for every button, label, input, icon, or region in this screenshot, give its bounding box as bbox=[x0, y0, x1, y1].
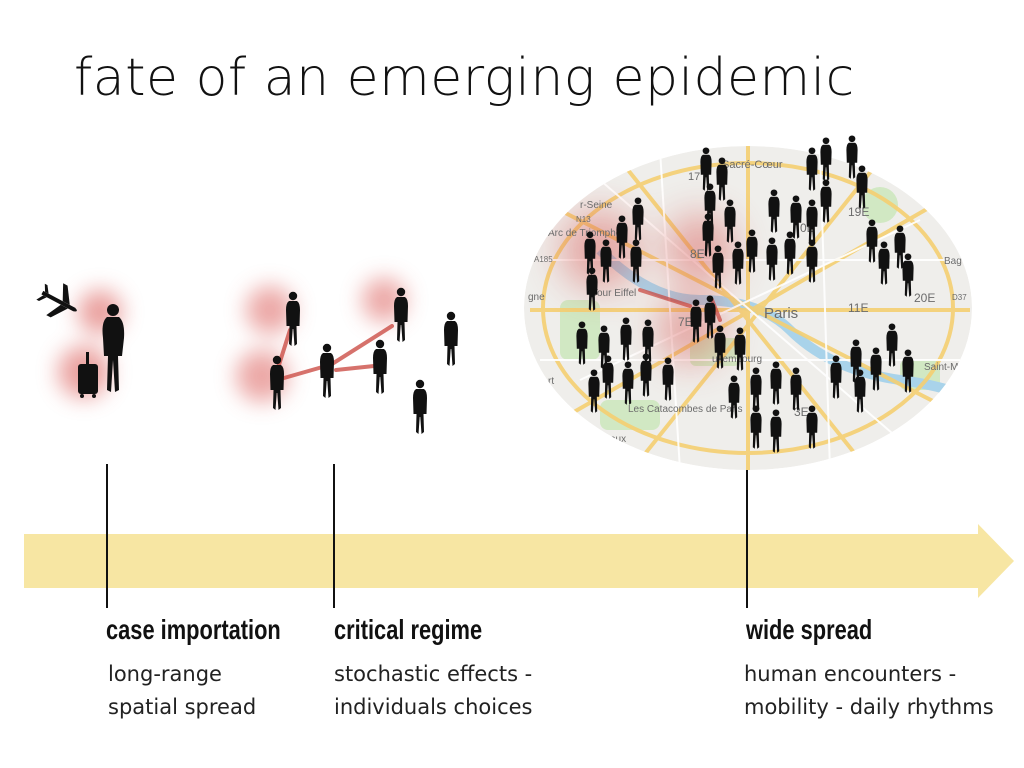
map-label: 3E bbox=[794, 405, 809, 419]
map-label: aux bbox=[610, 434, 626, 445]
map-label: N13 bbox=[576, 215, 591, 224]
map-label: rt bbox=[548, 376, 554, 387]
critical-regime-illustration bbox=[236, 278, 458, 434]
map-label-city: Paris bbox=[764, 305, 798, 322]
stage-description-wide-spread: human encounters - mobility - daily rhyt… bbox=[744, 658, 994, 724]
stage-description-line: individuals choices bbox=[334, 695, 533, 719]
map-label: D37 bbox=[952, 293, 967, 302]
map-label: Les Catacombes de Paris bbox=[628, 404, 743, 415]
slide-title: fate of an emerging epidemic bbox=[74, 48, 855, 108]
case-importation-illustration bbox=[36, 283, 125, 398]
map-label: A185 bbox=[534, 255, 553, 264]
map-label: Bag bbox=[944, 256, 962, 267]
map-label: gne bbox=[528, 292, 545, 303]
map-label: r-Seine bbox=[580, 200, 613, 211]
stage-description-line: human encounters - bbox=[744, 662, 957, 686]
map-label: 19E bbox=[848, 205, 869, 219]
map-label: 11E bbox=[848, 301, 868, 315]
map-label: Sacré-Cœur bbox=[722, 159, 783, 171]
map-label: Tour Eiffel bbox=[592, 288, 636, 299]
stage-description-line: mobility - daily rhythms bbox=[744, 695, 994, 719]
stage-description-critical-regime: stochastic effects - individuals choices bbox=[334, 658, 532, 724]
traveler-with-suitcase-icon bbox=[78, 304, 125, 398]
stage-label-case-importation: case importation bbox=[106, 614, 281, 645]
stage-description-case-importation: long-range spatial spread bbox=[108, 658, 256, 724]
map-label: uxembourg bbox=[712, 354, 762, 365]
person-silhouette-icon bbox=[270, 287, 458, 434]
map-label: 17 bbox=[688, 171, 700, 183]
airplane-icon bbox=[36, 283, 77, 318]
stage-label-wide-spread: wide spread bbox=[746, 614, 873, 645]
map-label: 8E bbox=[690, 247, 705, 261]
map-labels: Paris Sacré-Cœur 17 19E 8E 0E 11E 20E 7E… bbox=[528, 159, 967, 445]
stage-description-line: stochastic effects - bbox=[334, 662, 533, 686]
stage-label-critical-regime: critical regime bbox=[334, 614, 483, 645]
stage-description-line: long-range bbox=[108, 662, 222, 686]
map-label: Saint-M bbox=[924, 362, 958, 373]
timeline-arrow bbox=[24, 524, 1014, 598]
map-label: 20E bbox=[914, 291, 935, 305]
stage-description-line: spatial spread bbox=[108, 695, 257, 719]
map-label: Arc de Triomphe bbox=[548, 228, 622, 239]
map-label: 7E bbox=[678, 315, 693, 329]
